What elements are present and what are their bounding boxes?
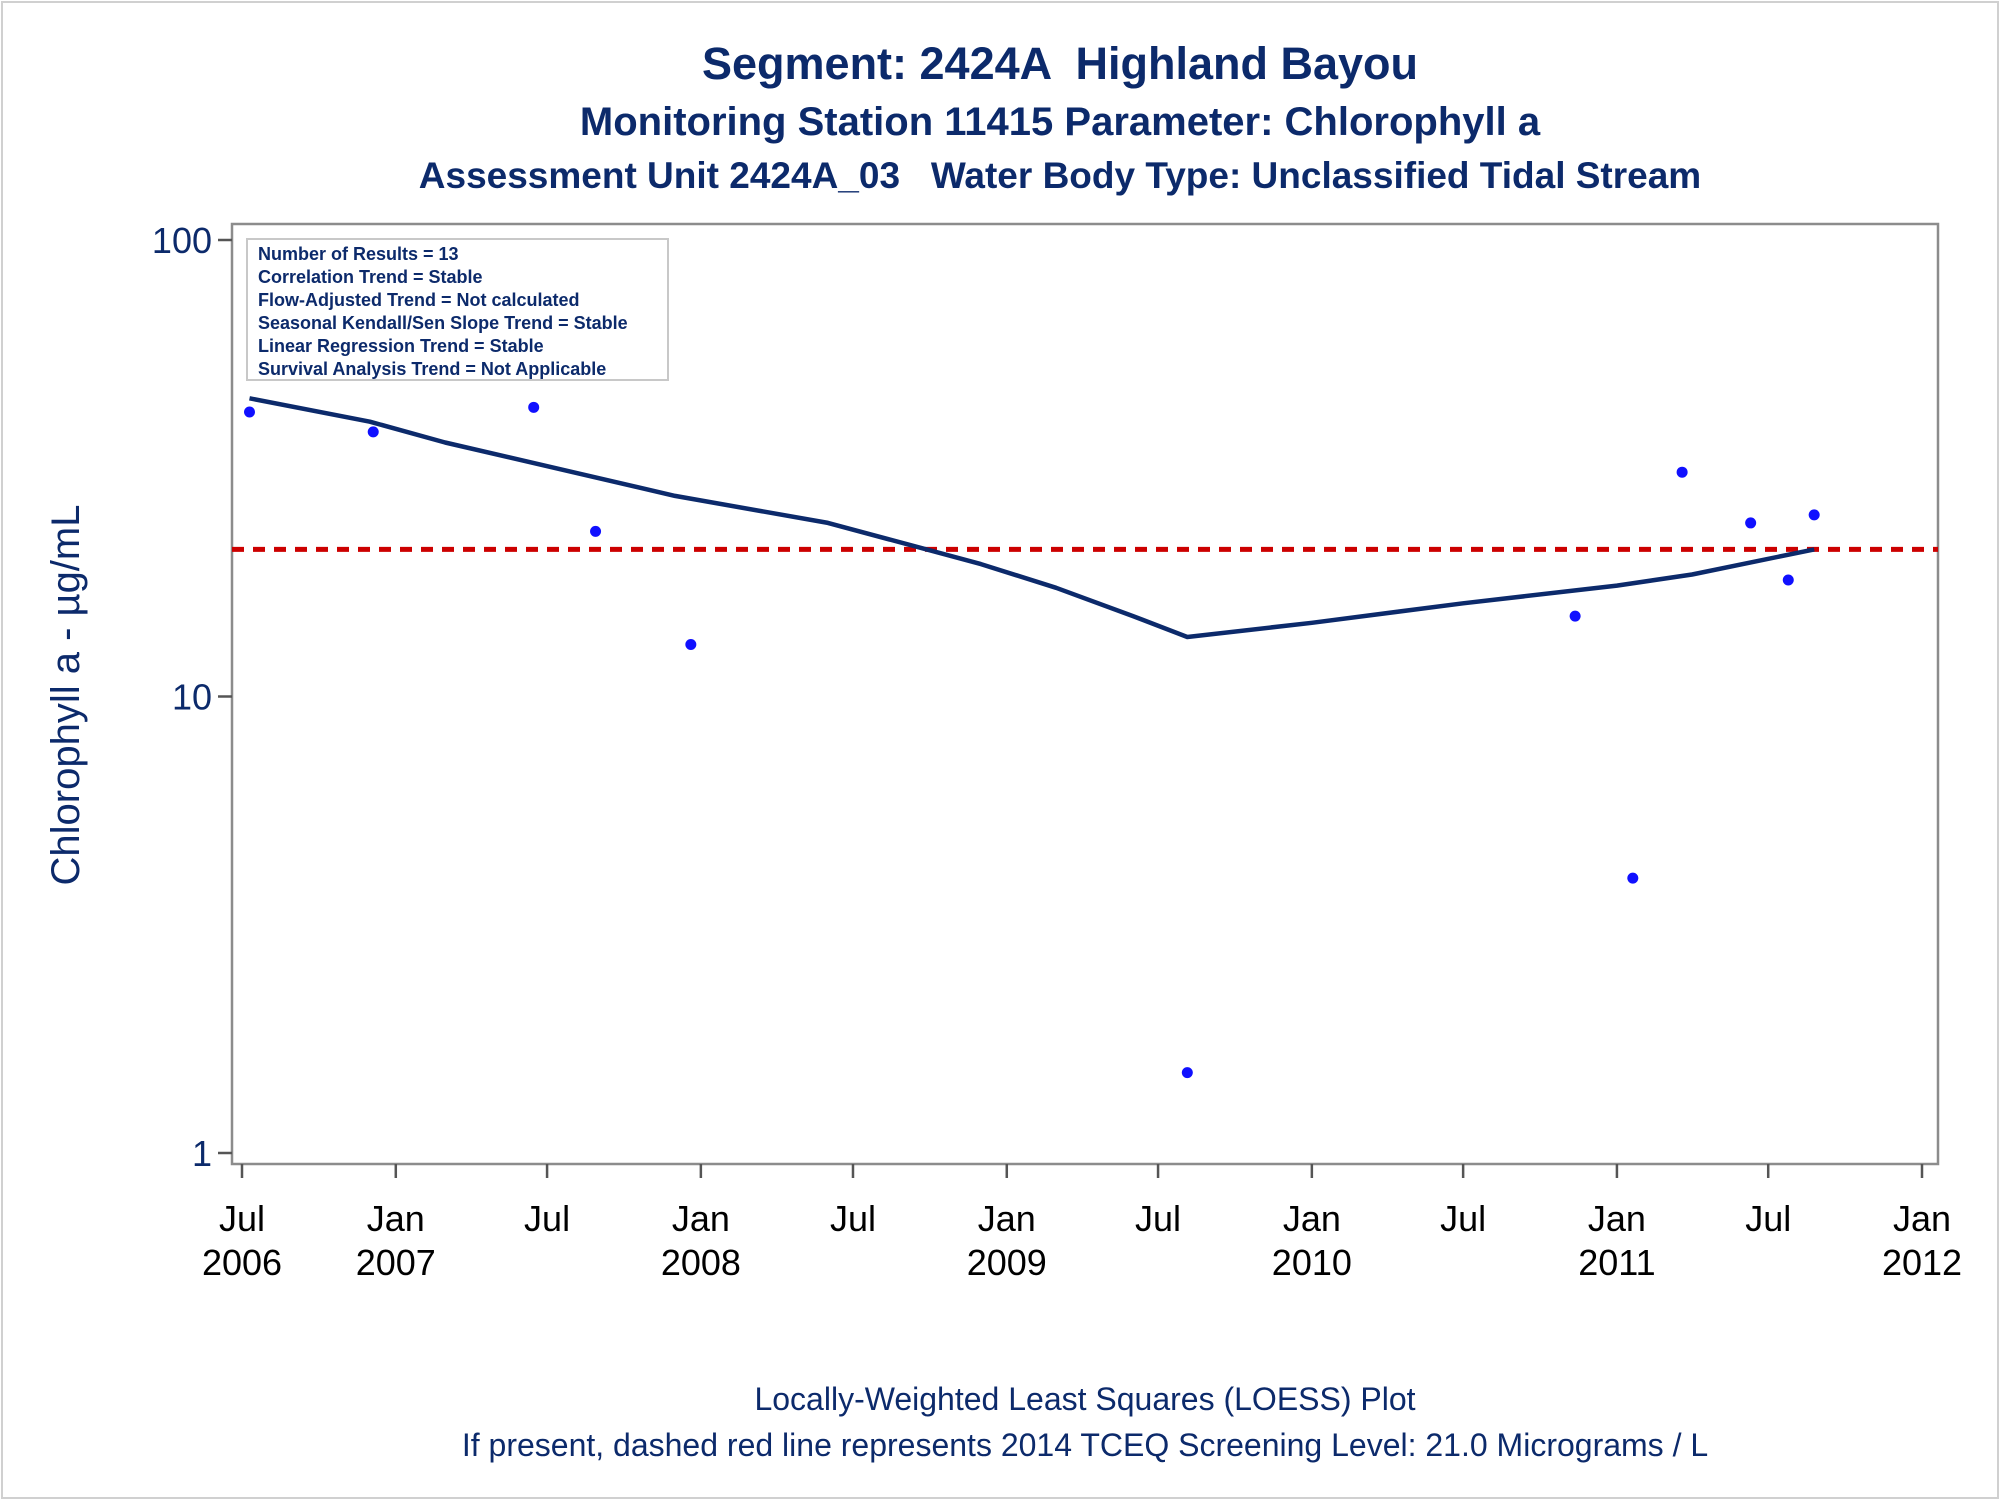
x-tick-label-month: Jan xyxy=(978,1198,1036,1239)
x-tick-label-month: Jan xyxy=(1588,1198,1646,1239)
x-tick-label-month: Jul xyxy=(1440,1198,1486,1239)
x-tick-label-year: 2007 xyxy=(356,1242,436,1283)
stats-box-line: Correlation Trend = Stable xyxy=(258,267,483,287)
data-point xyxy=(367,426,379,438)
data-point xyxy=(1745,517,1757,529)
stats-box-line: Seasonal Kendall/Sen Slope Trend = Stabl… xyxy=(258,313,628,333)
chart-subtitle-station: Monitoring Station 11415 Parameter: Chlo… xyxy=(579,100,1541,144)
x-tick-label-month: Jul xyxy=(219,1198,265,1239)
data-point xyxy=(1569,610,1581,622)
stats-box-line: Survival Analysis Trend = Not Applicable xyxy=(258,359,606,379)
y-tick-label: 100 xyxy=(152,220,212,261)
x-tick-label-month: Jan xyxy=(1893,1198,1951,1239)
y-tick-label: 1 xyxy=(192,1133,212,1174)
x-tick-label-month: Jul xyxy=(1745,1198,1791,1239)
stats-box-line: Linear Regression Trend = Stable xyxy=(258,336,544,356)
data-point xyxy=(528,401,540,413)
data-point xyxy=(1808,509,1820,521)
y-tick-label: 10 xyxy=(172,677,212,718)
x-tick-label-year: 2012 xyxy=(1882,1242,1962,1283)
footnote-loess: Locally-Weighted Least Squares (LOESS) P… xyxy=(754,1381,1416,1417)
data-point xyxy=(1676,466,1688,478)
y-axis-label: Chlorophyll a - µg/mL xyxy=(44,505,88,886)
x-tick-label-year: 2011 xyxy=(1578,1242,1655,1283)
x-tick-label-month: Jan xyxy=(1283,1198,1341,1239)
stats-box-line: Number of Results = 13 xyxy=(258,244,459,264)
x-tick-label-year: 2006 xyxy=(202,1242,282,1283)
data-point xyxy=(590,525,602,537)
data-point xyxy=(685,638,697,650)
x-tick-label-month: Jan xyxy=(672,1198,730,1239)
data-point xyxy=(1181,1067,1193,1079)
x-tick-label-month: Jul xyxy=(830,1198,876,1239)
x-tick-label-month: Jul xyxy=(524,1198,570,1239)
x-tick-label-year: 2008 xyxy=(661,1242,741,1283)
footnote-screening-level: If present, dashed red line represents 2… xyxy=(461,1427,1709,1463)
x-tick-label-year: 2009 xyxy=(967,1242,1047,1283)
x-tick-label-year: 2010 xyxy=(1272,1242,1352,1283)
data-point xyxy=(244,406,256,418)
chart-title: Segment: 2424A Highland Bayou xyxy=(702,38,1418,89)
plot-border xyxy=(230,222,1940,1166)
x-tick-label-month: Jan xyxy=(367,1198,425,1239)
x-tick-label-month: Jul xyxy=(1135,1198,1181,1239)
stats-box xyxy=(246,238,669,381)
stats-box-line: Flow-Adjusted Trend = Not calculated xyxy=(258,290,580,310)
data-point xyxy=(1782,574,1794,586)
loess-trend-line xyxy=(249,396,1815,640)
data-point xyxy=(1627,872,1639,884)
chart-subtitle-assessment: Assessment Unit 2424A_03 Water Body Type… xyxy=(418,155,1702,196)
